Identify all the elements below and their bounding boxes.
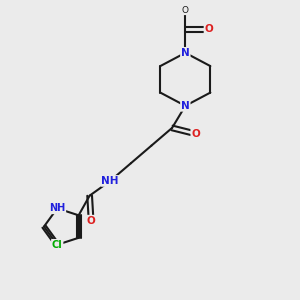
Text: O: O [191,129,200,139]
Text: O: O [205,24,213,34]
Text: NH: NH [101,176,119,186]
Text: N: N [181,48,190,58]
Text: O: O [87,216,95,226]
Text: O: O [182,6,189,15]
Text: Cl: Cl [52,240,63,250]
Text: N: N [181,101,190,111]
Text: NH: NH [49,203,65,213]
